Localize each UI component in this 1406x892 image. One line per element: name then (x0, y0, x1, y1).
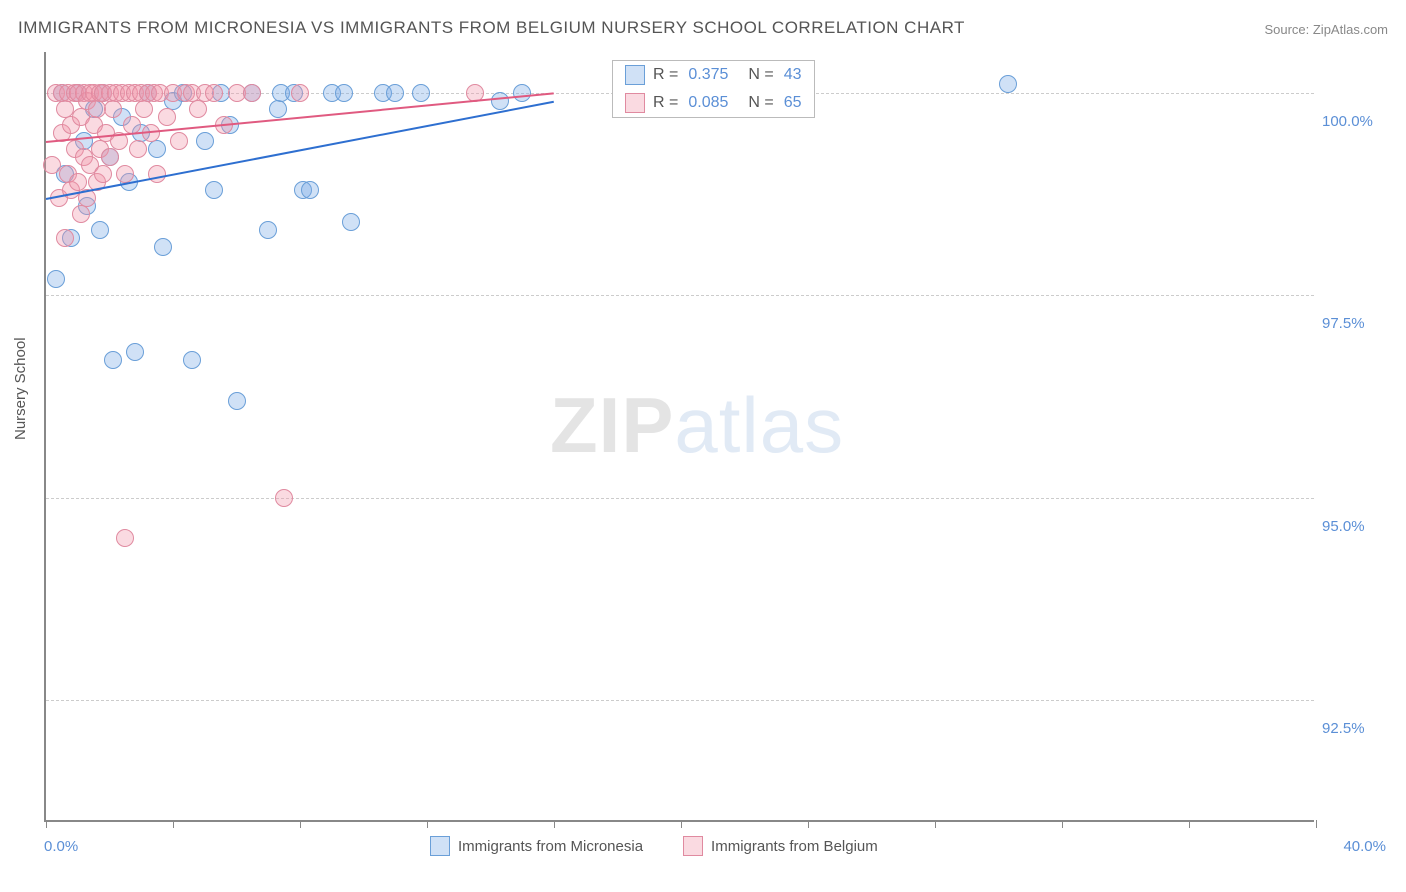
grid-line (46, 295, 1314, 296)
x-tick (427, 820, 428, 828)
x-tick (1316, 820, 1317, 828)
data-point (189, 100, 207, 118)
x-tick (1189, 820, 1190, 828)
stats-row-1: R = 0.085 N = 65 (613, 89, 814, 117)
data-point (259, 221, 277, 239)
data-point (135, 100, 153, 118)
data-point (170, 132, 188, 150)
data-point (72, 205, 90, 223)
x-tick (46, 820, 47, 828)
stats-row-0: R = 0.375 N = 43 (613, 61, 814, 89)
data-point (148, 140, 166, 158)
data-point (513, 84, 531, 102)
chart-title: IMMIGRANTS FROM MICRONESIA VS IMMIGRANTS… (18, 18, 965, 38)
legend-item-belgium: Immigrants from Belgium (683, 836, 878, 856)
grid-line (46, 498, 1314, 499)
data-point (491, 92, 509, 110)
data-point (205, 181, 223, 199)
x-tick (681, 820, 682, 828)
y-tick-label: 92.5% (1322, 720, 1392, 737)
data-point (342, 213, 360, 231)
data-point (412, 84, 430, 102)
legend-swatch-icon (625, 65, 645, 85)
data-point (291, 84, 309, 102)
data-point (126, 343, 144, 361)
data-point (154, 238, 172, 256)
x-tick (300, 820, 301, 828)
n-label: N = (748, 66, 773, 84)
data-point (94, 165, 112, 183)
data-point (243, 84, 261, 102)
data-point (116, 529, 134, 547)
x-tick (935, 820, 936, 828)
r-value: 0.375 (688, 66, 728, 84)
legend-label: Immigrants from Belgium (711, 838, 878, 855)
y-axis-title: Nursery School (12, 337, 29, 440)
data-point (275, 489, 293, 507)
data-point (386, 84, 404, 102)
r-label: R = (653, 66, 678, 84)
data-point (158, 108, 176, 126)
legend-swatch-icon (625, 93, 645, 113)
x-tick (808, 820, 809, 828)
x-tick (1062, 820, 1063, 828)
legend-swatch-icon (683, 836, 703, 856)
data-point (129, 140, 147, 158)
x-axis-end-label: 40.0% (1343, 838, 1386, 855)
data-point (91, 221, 109, 239)
plot-area: 92.5%95.0%97.5%100.0% (44, 52, 1314, 822)
x-tick (554, 820, 555, 828)
data-point (116, 165, 134, 183)
n-value: 43 (784, 66, 802, 84)
source-label: Source: ZipAtlas.com (1264, 22, 1388, 37)
y-tick-label: 95.0% (1322, 518, 1392, 535)
data-point (228, 392, 246, 410)
data-point (335, 84, 353, 102)
data-point (183, 351, 201, 369)
data-point (269, 100, 287, 118)
data-point (101, 148, 119, 166)
data-point (47, 270, 65, 288)
y-tick-label: 100.0% (1322, 113, 1392, 130)
data-point (205, 84, 223, 102)
r-label: R = (653, 94, 678, 112)
data-point (56, 229, 74, 247)
x-axis-start-label: 0.0% (44, 838, 78, 855)
data-point (196, 132, 214, 150)
x-tick (173, 820, 174, 828)
r-value: 0.085 (688, 94, 728, 112)
n-value: 65 (784, 94, 802, 112)
legend-label: Immigrants from Micronesia (458, 838, 643, 855)
data-point (999, 75, 1017, 93)
y-tick-label: 97.5% (1322, 315, 1392, 332)
data-point (104, 100, 122, 118)
data-point (301, 181, 319, 199)
data-point (69, 173, 87, 191)
bottom-legend: Immigrants from Micronesia Immigrants fr… (430, 836, 878, 856)
grid-line (46, 700, 1314, 701)
stats-legend: R = 0.375 N = 43 R = 0.085 N = 65 (612, 60, 815, 118)
data-point (104, 351, 122, 369)
legend-swatch-icon (430, 836, 450, 856)
n-label: N = (748, 94, 773, 112)
legend-item-micronesia: Immigrants from Micronesia (430, 836, 643, 856)
